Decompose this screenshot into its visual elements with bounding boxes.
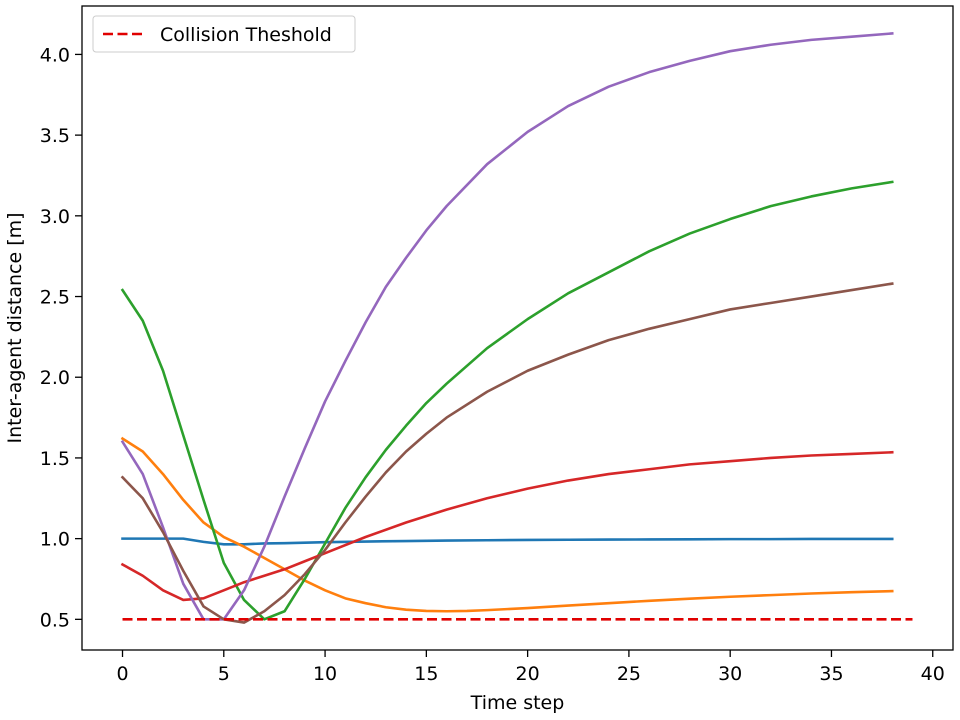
y-tick-label: 2.5 [40, 287, 70, 309]
plot-area [82, 6, 953, 650]
y-tick-label: 1.0 [40, 529, 70, 551]
x-tick-label: 25 [617, 663, 641, 685]
y-tick-label: 4.0 [40, 44, 70, 66]
x-tick-label: 30 [718, 663, 742, 685]
series-line-4 [120, 450, 894, 602]
legend-box [92, 15, 356, 53]
legend-threshold-label: Collision Theshold [160, 24, 332, 46]
y-tick-label: 0.5 [40, 609, 70, 631]
x-axis-ticks: 0 5 10 15 20 25 30 35 40 [116, 650, 945, 685]
y-axis-label: Inter-agent distance [m] [4, 212, 26, 443]
legend: Collision Theshold [92, 15, 356, 53]
y-axis-ticks: 0.5 1.0 1.5 2.0 2.5 3.0 3.5 4.0 [40, 44, 82, 631]
x-tick-label: 40 [921, 663, 945, 685]
x-tick-label: 0 [116, 663, 128, 685]
x-tick-label: 35 [819, 663, 843, 685]
series-line-1 [121, 537, 894, 546]
series-line-3 [120, 180, 894, 621]
x-tick-label: 5 [218, 663, 230, 685]
x-tick-label: 10 [313, 663, 337, 685]
y-tick-label: 3.0 [40, 206, 70, 228]
y-tick-label: 1.5 [40, 448, 70, 470]
plot-frame [81, 5, 954, 651]
series-line-6 [120, 282, 894, 624]
y-tick-label: 2.0 [40, 367, 70, 389]
x-axis-label: Time step [470, 692, 565, 714]
series-line-2 [120, 436, 894, 613]
y-tick-label: 3.5 [40, 125, 70, 147]
x-tick-label: 15 [414, 663, 438, 685]
x-tick-label: 20 [516, 663, 540, 685]
